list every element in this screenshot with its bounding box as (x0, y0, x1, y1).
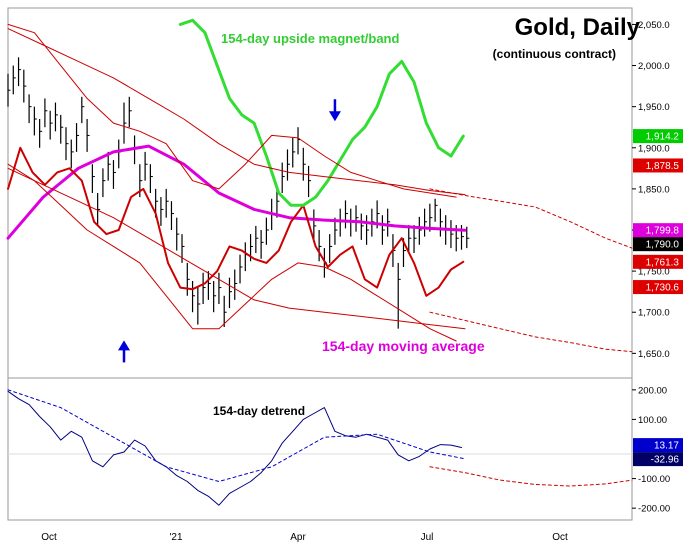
x-tick-label: Jul (421, 532, 434, 543)
price-label-value: -32.96 (651, 455, 680, 466)
price-label-value: 1,790.0 (646, 240, 680, 251)
x-tick-label: Apr (290, 532, 306, 543)
y-tick-label: 1,700.0 (638, 308, 670, 319)
y-tick-label: 1,750.0 (638, 267, 670, 278)
y-tick-label: 1,950.0 (638, 102, 670, 113)
y-tick-label: 100.00 (638, 415, 667, 426)
price-label-box (633, 223, 683, 238)
y-tick-label: 200.00 (638, 385, 667, 396)
price-label-box (633, 254, 683, 269)
price-label-value: 1,878.5 (646, 161, 680, 172)
series-line-cycle-envelope-upper (7, 23, 457, 198)
price-label-value: 13.17 (654, 441, 679, 452)
y-tick-label: 1,850.0 (638, 184, 670, 195)
price-label-value: 1,914.2 (646, 132, 680, 143)
series-line-cycle-envelope-lower (7, 163, 457, 342)
price-label-box (633, 438, 683, 453)
series-line-projection (429, 188, 633, 249)
down-arrow-head-icon (328, 111, 341, 122)
series-line-detrend (7, 390, 462, 506)
y-tick-label: 2,050.0 (638, 20, 670, 31)
chart-title: Gold, Daily (515, 14, 641, 41)
price-label-value: 1,730.6 (646, 283, 680, 294)
series-line-154-day-upside-magnet-band (178, 18, 465, 207)
price-label-layer: 1,914.2 1,878.5 1,799.8 1,790.0 1,761.3 1,730… (633, 129, 683, 467)
chart-series-layer (6, 18, 633, 506)
series-line-band-lower (7, 167, 466, 330)
detrend-panel-frame (7, 377, 633, 521)
price-label-box (633, 452, 683, 467)
price-label-box (633, 129, 683, 144)
series-line-trend-projection (7, 389, 466, 482)
arrow-layer (118, 99, 341, 363)
annotation-magnet-band: 154-day upside magnet/band (221, 31, 399, 46)
x-tick-label: '21 (169, 532, 182, 543)
series-line-154-day-moving-average (6, 144, 467, 240)
up-arrow-head-icon (118, 340, 131, 351)
series-line-projection (429, 311, 633, 353)
price-label-box (633, 158, 683, 173)
price-label-box (633, 280, 683, 295)
series-line-future-projection (429, 466, 633, 487)
y-tick-label: 2,000.0 (638, 61, 670, 72)
annotation-moving-average: 154-day moving average (322, 338, 485, 354)
y-tick-label: -100.00 (638, 474, 670, 485)
x-tick-label: Oct (41, 532, 57, 543)
price-label-value: 1,761.3 (646, 257, 680, 268)
price-label-value: 1,799.8 (646, 226, 680, 237)
chart-subtitle: (continuous contract) (493, 47, 616, 61)
price-label-box (633, 237, 683, 252)
y-tick-label: 1,900.0 (638, 143, 670, 154)
y-tick-label: 1,650.0 (638, 349, 670, 360)
detrend-title: 154-day detrend (213, 404, 305, 418)
series-line-cycle-curve (7, 146, 465, 297)
y-tick-label: -200.00 (638, 504, 670, 515)
x-tick-label: Oct (552, 532, 568, 543)
